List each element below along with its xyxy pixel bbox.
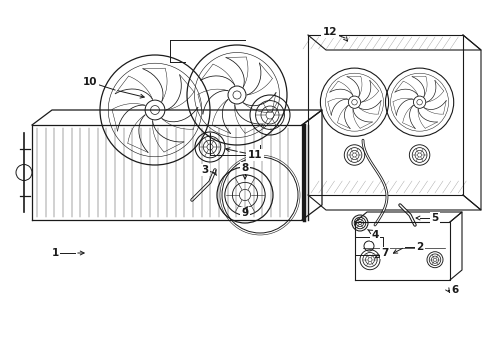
- Text: 7: 7: [381, 248, 389, 258]
- Text: 12: 12: [323, 27, 337, 37]
- Text: 3: 3: [201, 165, 209, 175]
- Text: 8: 8: [242, 163, 248, 173]
- Text: 11: 11: [248, 150, 262, 160]
- Text: 6: 6: [451, 285, 459, 295]
- Text: 2: 2: [416, 242, 424, 252]
- Text: 9: 9: [242, 208, 248, 218]
- Text: 4: 4: [371, 230, 379, 240]
- Text: 5: 5: [431, 213, 439, 223]
- Text: 1: 1: [51, 248, 59, 258]
- Text: 10: 10: [83, 77, 97, 87]
